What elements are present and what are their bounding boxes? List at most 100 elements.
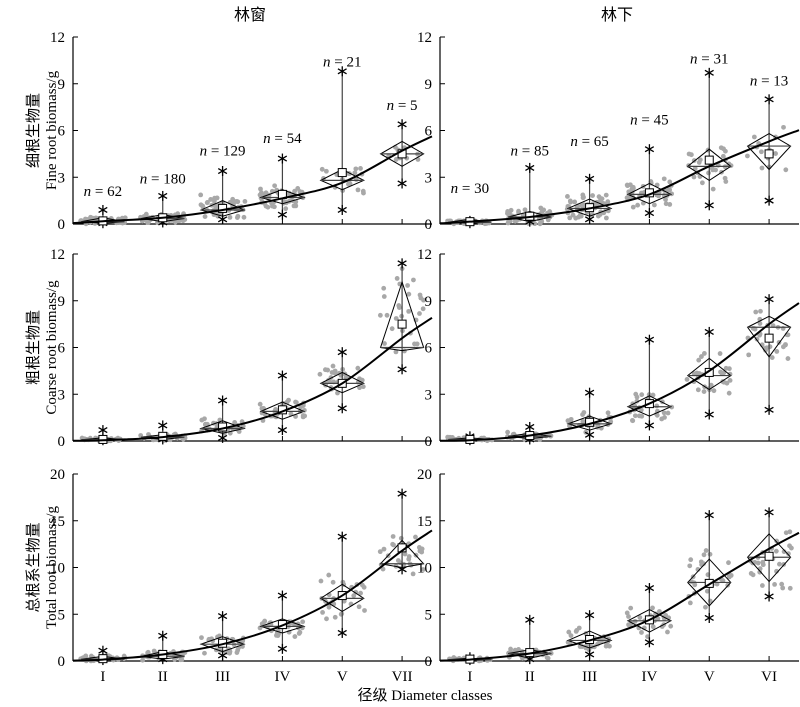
y-tick-label: 10	[50, 561, 65, 577]
max-star-marker	[158, 420, 168, 431]
scatter-point	[666, 187, 672, 192]
max-star-marker	[337, 531, 347, 542]
scatter-point	[516, 208, 521, 214]
scatter-point	[406, 291, 412, 297]
scatter-point	[393, 316, 399, 321]
scatter-point	[568, 199, 573, 205]
category-group-VII	[377, 258, 426, 375]
scatter-point	[650, 624, 656, 630]
x-tick-label: I	[467, 669, 472, 685]
scatter-point	[347, 181, 353, 187]
scatter-point	[773, 548, 779, 554]
scatter-point	[774, 538, 780, 544]
scatter-point	[624, 182, 630, 188]
scatter-point	[329, 370, 335, 375]
sample-size-label: n = 54	[263, 131, 302, 147]
min-star-marker	[704, 200, 714, 211]
scatter-point	[698, 559, 704, 565]
fitted-curve	[439, 302, 800, 442]
category-group-VI	[746, 507, 794, 602]
scatter-point	[785, 332, 791, 338]
y-tick-label: 15	[417, 514, 432, 530]
scatter-point	[272, 183, 278, 189]
y-tick-label: 9	[425, 77, 433, 93]
scatter-point	[783, 530, 789, 536]
mean-marker	[397, 319, 407, 329]
x-axis-label: 径级 Diameter classes	[358, 687, 493, 704]
sample-size-label: n = 62	[84, 184, 122, 200]
scatter-point	[717, 351, 723, 356]
min-star-marker	[584, 649, 595, 660]
max-star-marker	[397, 258, 407, 269]
y-tick-label: 0	[425, 434, 433, 450]
scatter-point	[654, 403, 660, 409]
y-axis-label-zh: 总根系生物量	[25, 522, 42, 612]
scatter-point	[406, 556, 412, 562]
scatter-point	[330, 363, 336, 369]
scatter-point	[565, 194, 570, 199]
max-star-marker	[217, 166, 228, 177]
scatter-point	[711, 388, 717, 394]
scatter-point	[576, 214, 582, 220]
sample-size-label: n = 5	[387, 98, 418, 114]
scatter-point	[757, 569, 763, 575]
scatter-point	[639, 413, 645, 419]
scatter-point	[687, 600, 693, 606]
scatter-point	[663, 201, 669, 207]
scatter-point	[696, 357, 702, 363]
x-tick-label: IV	[275, 669, 291, 685]
scatter-point	[232, 420, 238, 425]
scatter-point	[356, 604, 362, 610]
category-group-V	[686, 510, 734, 623]
fitted-curve	[72, 529, 433, 662]
scatter-point	[630, 418, 636, 424]
scatter-point	[292, 634, 298, 639]
scatter-point	[275, 633, 281, 638]
scatter-point	[351, 593, 357, 599]
min-star-marker	[217, 650, 228, 661]
scatter-point	[779, 581, 785, 587]
scatter-point	[704, 588, 710, 594]
scatter-point	[393, 349, 399, 355]
scatter-point	[726, 560, 731, 566]
y-tick-label: 20	[50, 467, 65, 483]
scatter-point	[699, 180, 705, 186]
y-axis-label-zh: 粗根生物量	[25, 310, 42, 385]
scatter-point	[759, 165, 765, 171]
category-group-I	[79, 425, 125, 446]
scatter-point	[288, 411, 294, 417]
x-tick-label: II	[158, 669, 168, 685]
scatter-point	[777, 561, 782, 567]
panels-group: 0 3 6 9 12 细根生物量 Fine root biomass/g n = 62 n = …	[25, 30, 800, 685]
category-group-V	[317, 347, 366, 414]
scatter-point	[300, 619, 306, 625]
scatter-point	[234, 650, 240, 655]
scatter-point	[293, 399, 298, 405]
x-tick-label: III	[582, 669, 597, 685]
scatter-point	[757, 321, 763, 326]
x-tick-label: VI	[761, 669, 777, 685]
y-tick-label: 12	[50, 30, 65, 46]
sample-size-label: n = 13	[750, 73, 788, 89]
scatter-point	[416, 544, 422, 550]
scatter-point	[697, 371, 702, 376]
scatter-point	[565, 418, 571, 424]
scatter-point	[703, 604, 708, 610]
category-group-II: n = 180	[138, 171, 188, 228]
scatter-point	[411, 277, 416, 283]
diamond-box	[626, 609, 673, 633]
min-star-marker	[644, 420, 655, 431]
scatter-point	[596, 194, 602, 200]
scatter-point	[699, 354, 704, 359]
scatter-point	[402, 551, 408, 557]
scatter-point	[787, 529, 793, 535]
y-axis-label-en: Total root biomass/g	[44, 505, 60, 629]
scatter-point	[145, 649, 151, 655]
category-group-III	[199, 395, 246, 443]
diamond-box	[319, 371, 365, 394]
y-tick-label: 3	[425, 170, 433, 186]
scatter-point	[362, 608, 367, 613]
sample-size-label: n = 45	[630, 112, 668, 128]
scatter-point	[785, 356, 791, 361]
max-star-marker	[277, 153, 288, 164]
